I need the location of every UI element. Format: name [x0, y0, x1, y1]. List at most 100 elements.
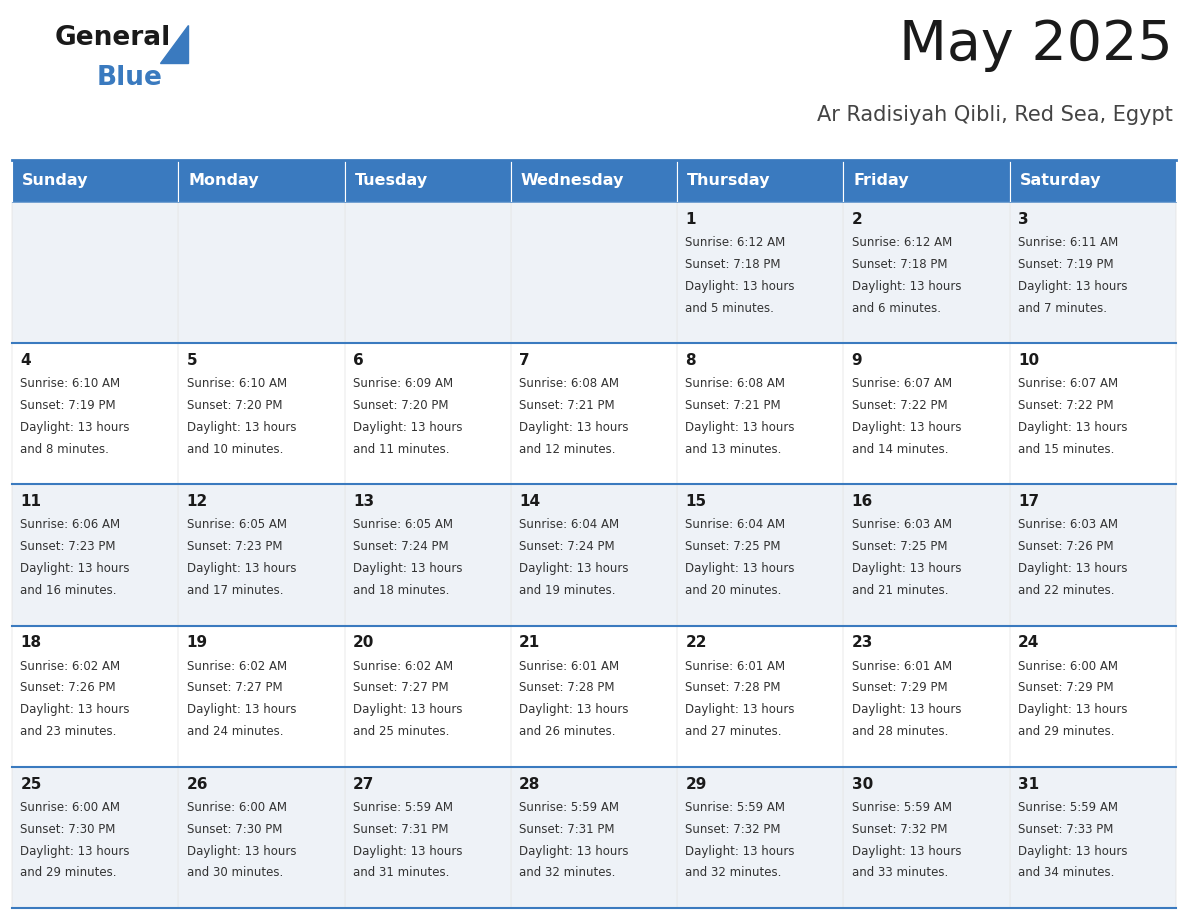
Text: Sunset: 7:19 PM: Sunset: 7:19 PM	[1018, 258, 1113, 271]
Text: Sunset: 7:27 PM: Sunset: 7:27 PM	[187, 681, 283, 694]
Text: and 21 minutes.: and 21 minutes.	[852, 584, 948, 597]
Text: Daylight: 13 hours: Daylight: 13 hours	[353, 845, 462, 857]
Text: and 31 minutes.: and 31 minutes.	[353, 867, 449, 879]
Text: Daylight: 13 hours: Daylight: 13 hours	[519, 845, 628, 857]
Text: Sunrise: 6:03 AM: Sunrise: 6:03 AM	[1018, 519, 1118, 532]
Text: 31: 31	[1018, 777, 1040, 791]
Text: and 25 minutes.: and 25 minutes.	[353, 725, 449, 738]
Text: and 16 minutes.: and 16 minutes.	[20, 584, 116, 597]
Bar	[12, 485, 178, 625]
Text: Sunrise: 6:11 AM: Sunrise: 6:11 AM	[1018, 236, 1118, 249]
Text: Daylight: 13 hours: Daylight: 13 hours	[685, 703, 795, 716]
Text: Sunrise: 6:00 AM: Sunrise: 6:00 AM	[187, 800, 286, 813]
Bar	[345, 625, 511, 767]
Text: and 15 minutes.: and 15 minutes.	[1018, 442, 1114, 456]
Text: Daylight: 13 hours: Daylight: 13 hours	[187, 845, 296, 857]
Text: Sunset: 7:31 PM: Sunset: 7:31 PM	[353, 823, 448, 835]
Text: Sunrise: 6:01 AM: Sunrise: 6:01 AM	[519, 659, 619, 673]
Text: Sunset: 7:33 PM: Sunset: 7:33 PM	[1018, 823, 1113, 835]
Text: Sunrise: 5:59 AM: Sunrise: 5:59 AM	[852, 800, 952, 813]
Bar	[511, 160, 677, 202]
Text: Sunset: 7:27 PM: Sunset: 7:27 PM	[353, 681, 449, 694]
Text: Daylight: 13 hours: Daylight: 13 hours	[20, 845, 129, 857]
Bar	[843, 767, 1010, 908]
Text: and 34 minutes.: and 34 minutes.	[1018, 867, 1114, 879]
Text: 18: 18	[20, 635, 42, 651]
Text: Daylight: 13 hours: Daylight: 13 hours	[852, 421, 961, 434]
Text: and 18 minutes.: and 18 minutes.	[353, 584, 449, 597]
Text: Sunrise: 6:08 AM: Sunrise: 6:08 AM	[685, 377, 785, 390]
Text: Sunrise: 6:02 AM: Sunrise: 6:02 AM	[20, 659, 120, 673]
Text: Sunrise: 6:04 AM: Sunrise: 6:04 AM	[519, 519, 619, 532]
Text: Sunset: 7:30 PM: Sunset: 7:30 PM	[20, 823, 115, 835]
Bar	[345, 485, 511, 625]
Bar	[12, 625, 178, 767]
Text: 26: 26	[187, 777, 208, 791]
Bar	[178, 160, 345, 202]
Bar	[677, 202, 843, 343]
Bar	[12, 767, 178, 908]
Text: Sunset: 7:25 PM: Sunset: 7:25 PM	[685, 541, 781, 554]
Text: Sunrise: 6:07 AM: Sunrise: 6:07 AM	[1018, 377, 1118, 390]
Text: and 23 minutes.: and 23 minutes.	[20, 725, 116, 738]
Text: and 33 minutes.: and 33 minutes.	[852, 867, 948, 879]
Bar	[843, 160, 1010, 202]
Text: Sunrise: 6:01 AM: Sunrise: 6:01 AM	[852, 659, 952, 673]
Text: Daylight: 13 hours: Daylight: 13 hours	[1018, 562, 1127, 576]
Text: Sunrise: 6:02 AM: Sunrise: 6:02 AM	[353, 659, 453, 673]
Text: and 24 minutes.: and 24 minutes.	[187, 725, 283, 738]
Text: Sunrise: 6:00 AM: Sunrise: 6:00 AM	[20, 800, 120, 813]
Bar	[511, 625, 677, 767]
Text: and 27 minutes.: and 27 minutes.	[685, 725, 782, 738]
Text: 19: 19	[187, 635, 208, 651]
Text: and 28 minutes.: and 28 minutes.	[852, 725, 948, 738]
Text: Daylight: 13 hours: Daylight: 13 hours	[20, 421, 129, 434]
Bar	[677, 485, 843, 625]
Text: Sunset: 7:29 PM: Sunset: 7:29 PM	[1018, 681, 1113, 694]
Polygon shape	[160, 25, 188, 63]
Text: and 19 minutes.: and 19 minutes.	[519, 584, 615, 597]
Text: Daylight: 13 hours: Daylight: 13 hours	[519, 562, 628, 576]
Bar	[1010, 343, 1176, 485]
Bar	[677, 767, 843, 908]
Text: Sunrise: 6:10 AM: Sunrise: 6:10 AM	[20, 377, 120, 390]
Bar	[178, 202, 345, 343]
Bar	[345, 343, 511, 485]
Bar	[178, 767, 345, 908]
Text: Sunrise: 6:12 AM: Sunrise: 6:12 AM	[852, 236, 952, 249]
Text: and 32 minutes.: and 32 minutes.	[519, 867, 615, 879]
Text: Sunset: 7:25 PM: Sunset: 7:25 PM	[852, 541, 947, 554]
Text: 21: 21	[519, 635, 541, 651]
Bar	[345, 202, 511, 343]
Text: Daylight: 13 hours: Daylight: 13 hours	[353, 562, 462, 576]
Text: Thursday: Thursday	[687, 174, 771, 188]
Text: Sunset: 7:23 PM: Sunset: 7:23 PM	[20, 541, 115, 554]
Text: Sunset: 7:28 PM: Sunset: 7:28 PM	[685, 681, 781, 694]
Text: Sunset: 7:23 PM: Sunset: 7:23 PM	[187, 541, 282, 554]
Bar	[1010, 202, 1176, 343]
Text: and 29 minutes.: and 29 minutes.	[1018, 725, 1114, 738]
Bar	[1010, 160, 1176, 202]
Text: Daylight: 13 hours: Daylight: 13 hours	[852, 703, 961, 716]
Text: 11: 11	[20, 494, 42, 509]
Text: Daylight: 13 hours: Daylight: 13 hours	[353, 421, 462, 434]
Text: and 29 minutes.: and 29 minutes.	[20, 867, 116, 879]
Text: Ar Radisiyah Qibli, Red Sea, Egypt: Ar Radisiyah Qibli, Red Sea, Egypt	[817, 105, 1173, 125]
Bar	[511, 767, 677, 908]
Bar	[677, 160, 843, 202]
Bar	[178, 343, 345, 485]
Text: Sunset: 7:24 PM: Sunset: 7:24 PM	[519, 541, 615, 554]
Text: Sunset: 7:18 PM: Sunset: 7:18 PM	[852, 258, 947, 271]
Text: Sunrise: 6:09 AM: Sunrise: 6:09 AM	[353, 377, 453, 390]
Bar	[1010, 767, 1176, 908]
Bar	[511, 343, 677, 485]
Text: 14: 14	[519, 494, 541, 509]
Text: Sunrise: 5:59 AM: Sunrise: 5:59 AM	[1018, 800, 1118, 813]
Text: 10: 10	[1018, 353, 1040, 368]
Text: 16: 16	[852, 494, 873, 509]
Bar	[1010, 485, 1176, 625]
Text: 22: 22	[685, 635, 707, 651]
Text: Daylight: 13 hours: Daylight: 13 hours	[187, 421, 296, 434]
Text: Sunday: Sunday	[21, 174, 88, 188]
Text: Monday: Monday	[188, 174, 259, 188]
